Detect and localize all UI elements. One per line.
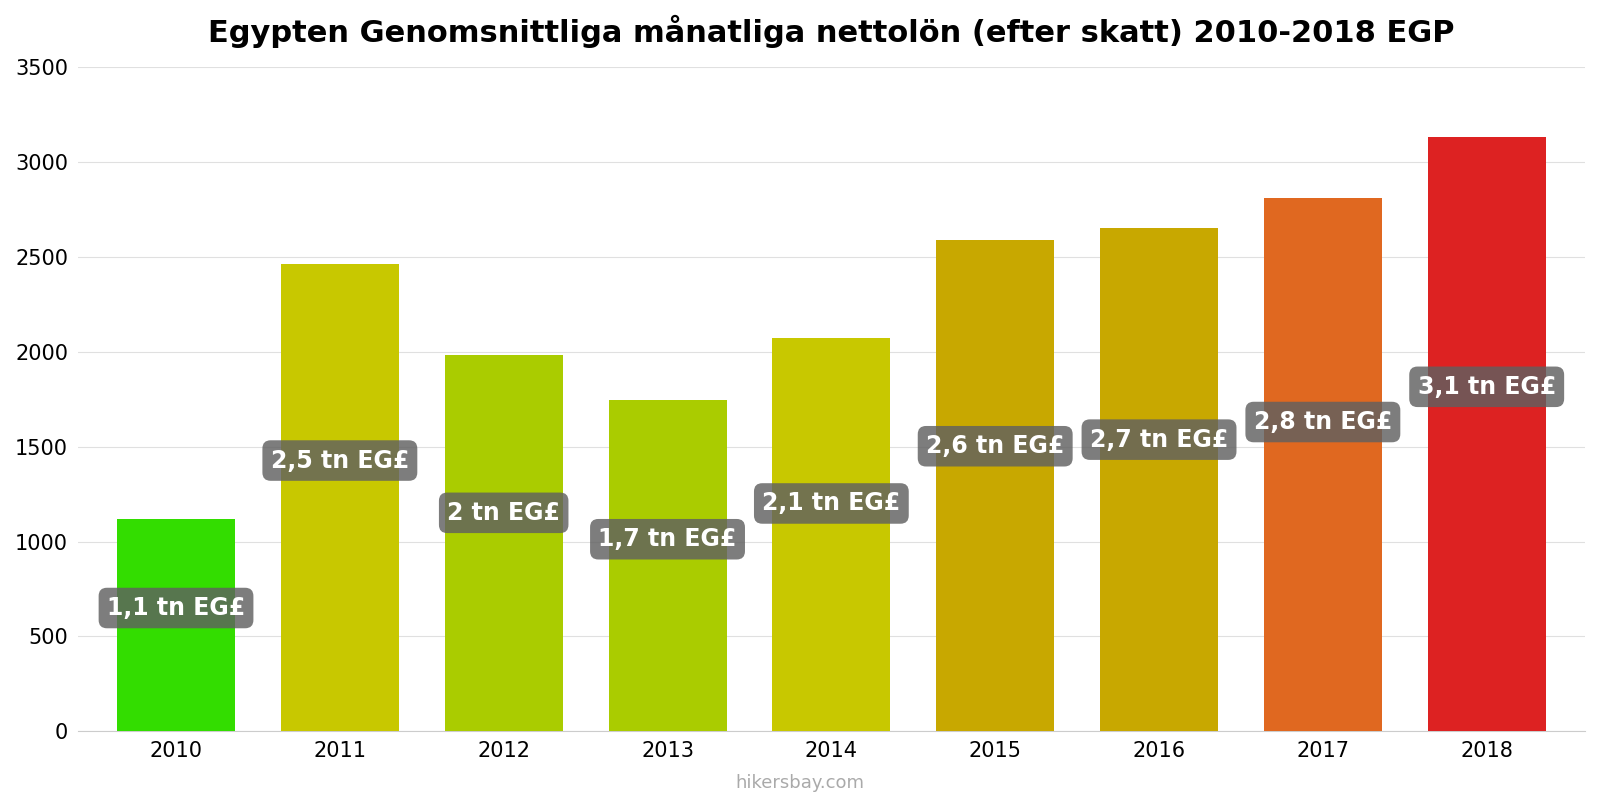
Bar [1427, 138, 1546, 731]
Text: 3,1 tn EG£: 3,1 tn EG£ [1418, 375, 1555, 399]
Bar [445, 354, 563, 731]
Text: 1,7 tn EG£: 1,7 tn EG£ [598, 527, 736, 551]
Bar [936, 240, 1054, 731]
Text: 2,5 tn EG£: 2,5 tn EG£ [270, 449, 410, 473]
Text: 2 tn EG£: 2 tn EG£ [446, 501, 560, 525]
Bar [608, 400, 726, 731]
Text: 2,7 tn EG£: 2,7 tn EG£ [1090, 428, 1229, 452]
Bar [773, 338, 890, 731]
Text: 2,1 tn EG£: 2,1 tn EG£ [762, 491, 901, 515]
Title: Egypten Genomsnittliga månatliga nettolön (efter skatt) 2010-2018 EGP: Egypten Genomsnittliga månatliga nettolö… [208, 15, 1454, 48]
Bar [282, 265, 398, 731]
Text: 2,8 tn EG£: 2,8 tn EG£ [1254, 410, 1392, 434]
Bar [1264, 198, 1382, 731]
Bar [117, 518, 235, 731]
Text: 2,6 tn EG£: 2,6 tn EG£ [926, 434, 1064, 458]
Text: 1,1 tn EG£: 1,1 tn EG£ [107, 596, 245, 620]
Bar [1101, 229, 1218, 731]
Text: hikersbay.com: hikersbay.com [736, 774, 864, 792]
